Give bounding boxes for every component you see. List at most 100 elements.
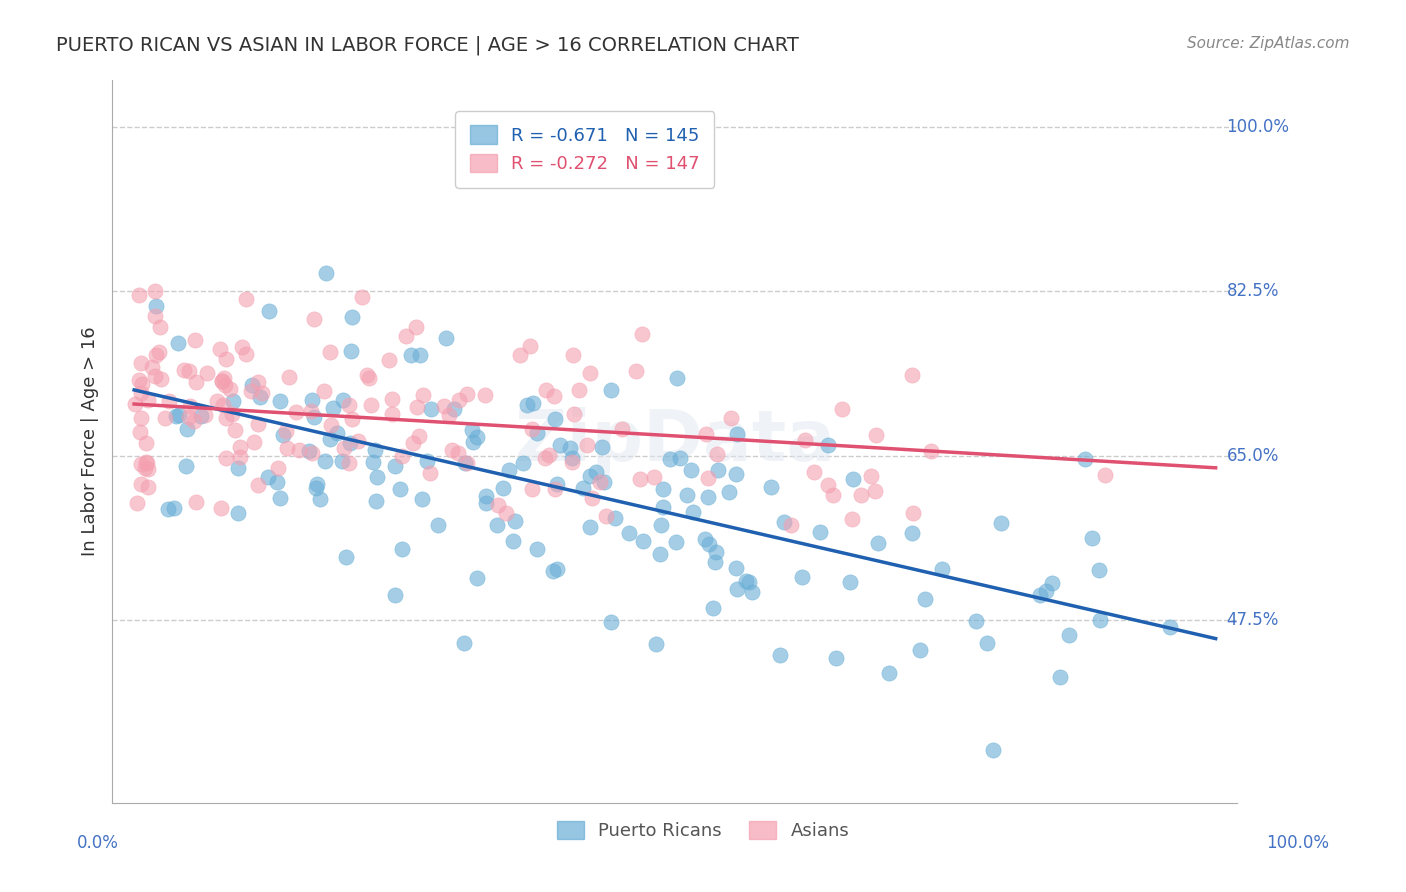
Point: [243, 435, 266, 450]
Point: [138, 393, 160, 408]
Point: [914, 592, 936, 607]
Point: [339, 435, 361, 450]
Point: [357, 370, 380, 384]
Point: [319, 432, 342, 446]
Point: [388, 482, 411, 496]
Point: [322, 401, 344, 416]
Point: [411, 491, 433, 506]
Point: [360, 398, 382, 412]
Point: [908, 643, 931, 657]
Point: [186, 375, 208, 389]
Point: [449, 392, 471, 407]
Point: [156, 501, 179, 516]
Point: [129, 385, 152, 400]
Point: [136, 480, 159, 494]
Point: [544, 483, 567, 497]
Point: [274, 424, 297, 438]
Point: [735, 574, 758, 588]
Point: [381, 392, 404, 406]
Text: 100.0%: 100.0%: [1265, 834, 1329, 852]
Point: [697, 537, 720, 551]
Point: [579, 366, 602, 380]
Point: [229, 450, 252, 465]
Point: [212, 398, 235, 412]
Point: [207, 393, 229, 408]
Point: [153, 411, 176, 425]
Point: [406, 400, 429, 414]
Point: [990, 516, 1012, 530]
Point: [285, 405, 308, 419]
Point: [319, 418, 342, 433]
Point: [725, 426, 748, 441]
Point: [297, 444, 319, 458]
Point: [669, 451, 692, 466]
Point: [509, 348, 531, 362]
Point: [575, 438, 598, 452]
Point: [412, 388, 434, 402]
Point: [319, 345, 342, 359]
Point: [561, 347, 583, 361]
Point: [288, 442, 311, 457]
Point: [330, 454, 353, 468]
Point: [706, 545, 728, 559]
Point: [267, 460, 290, 475]
Point: [792, 570, 814, 584]
Point: [522, 395, 544, 409]
Point: [537, 448, 560, 462]
Point: [352, 290, 374, 304]
Point: [278, 370, 301, 384]
Point: [533, 451, 555, 466]
Point: [706, 447, 728, 461]
Point: [519, 339, 541, 353]
Point: [561, 450, 583, 465]
Point: [340, 310, 363, 324]
Point: [652, 483, 675, 497]
Point: [211, 374, 233, 388]
Text: PUERTO RICAN VS ASIAN IN LABOR FORCE | AGE > 16 CORRELATION CHART: PUERTO RICAN VS ASIAN IN LABOR FORCE | A…: [56, 36, 799, 55]
Point: [211, 374, 233, 388]
Point: [465, 430, 488, 444]
Point: [173, 362, 195, 376]
Point: [931, 561, 953, 575]
Point: [520, 482, 543, 496]
Text: Source: ZipAtlas.com: Source: ZipAtlas.com: [1187, 36, 1350, 51]
Point: [697, 490, 720, 504]
Point: [305, 477, 328, 491]
Point: [136, 461, 159, 475]
Point: [707, 462, 730, 476]
Point: [838, 575, 860, 590]
Text: 65.0%: 65.0%: [1226, 447, 1279, 465]
Point: [127, 496, 149, 510]
Point: [419, 401, 441, 416]
Point: [434, 331, 457, 345]
Point: [592, 475, 614, 489]
Point: [741, 584, 763, 599]
Point: [395, 329, 418, 343]
Point: [868, 536, 890, 550]
Point: [823, 488, 845, 502]
Point: [419, 466, 441, 480]
Point: [651, 500, 673, 514]
Point: [224, 423, 246, 437]
Point: [309, 492, 332, 507]
Text: ZipData: ZipData: [515, 407, 835, 476]
Point: [503, 514, 526, 528]
Point: [585, 465, 607, 479]
Point: [976, 635, 998, 649]
Legend: Puerto Ricans, Asians: Puerto Ricans, Asians: [550, 814, 856, 847]
Point: [325, 425, 347, 440]
Point: [817, 478, 839, 492]
Point: [658, 452, 681, 467]
Point: [129, 425, 152, 439]
Point: [1159, 620, 1181, 634]
Point: [356, 368, 378, 382]
Point: [226, 506, 249, 520]
Point: [696, 471, 718, 485]
Point: [194, 408, 217, 422]
Point: [863, 484, 886, 499]
Point: [516, 398, 538, 412]
Point: [456, 387, 478, 401]
Point: [149, 371, 172, 385]
Point: [474, 387, 496, 401]
Point: [453, 636, 475, 650]
